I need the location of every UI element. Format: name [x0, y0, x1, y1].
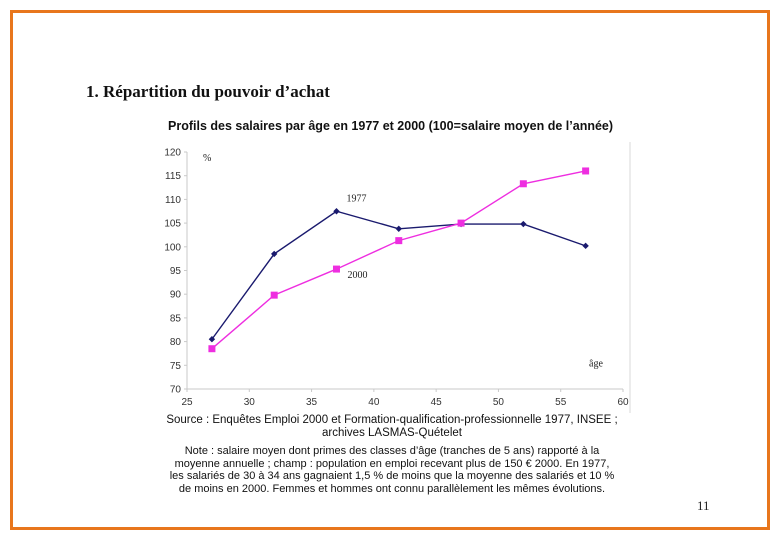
- chart-title: Profils des salaires par âge en 1977 et …: [168, 119, 614, 133]
- x-tick-label: 25: [181, 397, 193, 408]
- y-tick-label: 95: [170, 266, 182, 277]
- y-tick-label: 70: [170, 385, 182, 396]
- slide-frame: [10, 10, 770, 530]
- data-point-2000: [582, 167, 590, 175]
- x-tick-label: 40: [368, 397, 380, 408]
- salary-age-line-chart: 70 75 80 85 90 95 100 105 110 115 120 25 30 35 40 45 50 5…: [164, 142, 631, 413]
- y-tick-label: 110: [165, 195, 181, 206]
- source-line-1: Source : Enquêtes Emploi 2000 et Formati…: [166, 414, 618, 426]
- x-axis-label: âge: [589, 358, 603, 369]
- series-label-2000: 2000: [347, 270, 367, 281]
- series-label-1977: 1977: [346, 193, 366, 204]
- section-title: 1. Répartition du pouvoir d’achat: [86, 82, 330, 101]
- note-line-1: Note : salaire moyen dont primes des cla…: [184, 445, 600, 457]
- note-line-4: de moins en 2000. Femmes et hommes ont c…: [178, 482, 606, 495]
- x-tick-label: 45: [431, 397, 443, 408]
- data-point-2000: [519, 180, 527, 188]
- x-tick-label: 35: [306, 397, 318, 408]
- y-axis-label: %: [203, 153, 211, 164]
- y-tick-label: 80: [170, 337, 182, 348]
- x-tick-label: 60: [617, 397, 629, 408]
- data-point-2000: [457, 219, 465, 227]
- chart-labels: % âge 1977 2000: [203, 153, 603, 369]
- y-tick-label: 75: [170, 361, 182, 372]
- data-point-2000: [332, 265, 340, 273]
- x-tick-label: 30: [244, 397, 256, 408]
- data-point-1977: [208, 336, 216, 343]
- data-point-1977: [395, 225, 402, 232]
- y-tick-label: 90: [170, 290, 182, 301]
- note-line-2: moyenne annuelle ; champ : population en…: [174, 457, 610, 470]
- y-tick-label: 100: [164, 242, 181, 253]
- y-tick-label: 85: [170, 313, 182, 324]
- data-point-1977: [333, 208, 340, 215]
- data-point-2000: [208, 345, 216, 353]
- chart-source: Source : Enquêtes Emploi 2000 et Formati…: [157, 414, 627, 440]
- chart-axes: 70 75 80 85 90 95 100 105 110 115 120 25 30 35 40 45 50 5…: [164, 142, 631, 413]
- x-tick-label: 50: [493, 397, 505, 408]
- y-tick-label: 120: [164, 148, 181, 159]
- series-line-2000: [211, 170, 586, 350]
- source-line-2: archives LASMAS-Quételet: [322, 427, 462, 439]
- page-number: 11: [697, 498, 710, 513]
- data-point-1977: [520, 220, 527, 228]
- x-tick-label: 55: [555, 397, 567, 408]
- y-tick-label: 105: [164, 219, 181, 230]
- chart-note: Note : salaire moyen dont primes des cla…: [157, 445, 627, 495]
- data-point-2000: [395, 237, 403, 245]
- note-line-3: les salariés de 30 à 34 ans gagnaient 1,…: [169, 470, 615, 482]
- data-point-2000: [270, 291, 278, 299]
- chart-series: [208, 167, 590, 353]
- data-point-1977: [582, 242, 589, 250]
- data-point-1977: [271, 250, 278, 258]
- y-tick-label: 115: [165, 171, 181, 182]
